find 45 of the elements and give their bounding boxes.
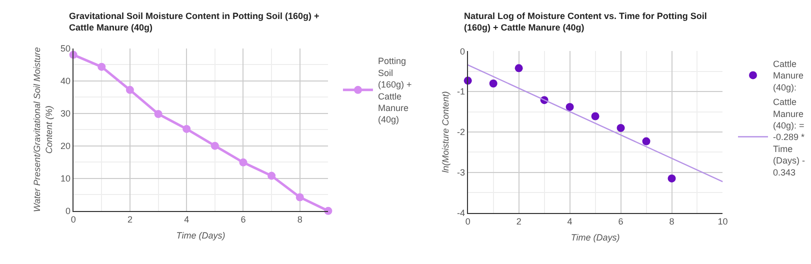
point xyxy=(239,158,248,166)
point xyxy=(642,137,650,146)
chart-title: Gravitational Soil Moisture Content in Potting Soil (160g) + Cattle Manure (40g) xyxy=(69,11,320,33)
y-tick-label: 0 xyxy=(66,206,71,216)
x-axis-title: Time (Days) xyxy=(176,230,226,240)
y-tick-label: 40 xyxy=(60,76,71,86)
x-tick-label: 8 xyxy=(297,214,302,225)
y-tick-label: -4 xyxy=(457,208,466,218)
y-tick-label: 20 xyxy=(60,141,71,152)
point xyxy=(566,102,574,111)
y-tick-label: -1 xyxy=(457,86,466,97)
y-tick-label: -3 xyxy=(457,168,466,178)
y-axis-title: ln(Moisture Content) xyxy=(440,91,450,173)
x-tick-label: 10 xyxy=(718,216,728,227)
y-tick-label: -2 xyxy=(457,127,466,138)
point xyxy=(182,124,191,133)
point xyxy=(514,64,523,72)
x-tick-label: 2 xyxy=(127,214,132,225)
point xyxy=(324,206,332,215)
point xyxy=(489,80,498,88)
y-tick-label: 10 xyxy=(60,174,71,184)
x-tick-label: 4 xyxy=(184,214,190,225)
x-axis-title: Time (Days) xyxy=(570,232,620,242)
point xyxy=(268,172,276,180)
x-tick-label: 2 xyxy=(516,216,522,227)
x-tick-label: 8 xyxy=(669,216,674,227)
y-tick-label: 0 xyxy=(460,46,466,56)
point xyxy=(296,193,304,202)
chart-title: Natural Log of Moisture Content vs. Time for Potting Soil (160g) + Cattle Manure (40g) xyxy=(464,11,707,33)
x-tick-label: 6 xyxy=(618,216,624,227)
point xyxy=(154,110,162,118)
y-tick-label: 50 xyxy=(60,43,71,54)
x-tick-label: 6 xyxy=(240,214,246,225)
y-tick-label: 30 xyxy=(60,108,71,118)
y-axis-title: Water Present/Gravitational Soil Moisture Content (%) xyxy=(32,47,54,212)
legend-label: Cattle Manure (40g): = -0.289 * Time (Days) - 0.343 xyxy=(773,97,806,178)
point xyxy=(210,142,219,150)
legend-label: Cattle Manure (40g): xyxy=(773,59,804,92)
point xyxy=(591,112,600,120)
point xyxy=(126,86,134,94)
legend-label: Potting Soil (160g) + Cattle Manure (40g) xyxy=(378,56,412,125)
x-tick-label: 4 xyxy=(567,216,572,227)
point xyxy=(616,124,625,132)
point xyxy=(98,62,106,71)
point xyxy=(668,174,676,182)
